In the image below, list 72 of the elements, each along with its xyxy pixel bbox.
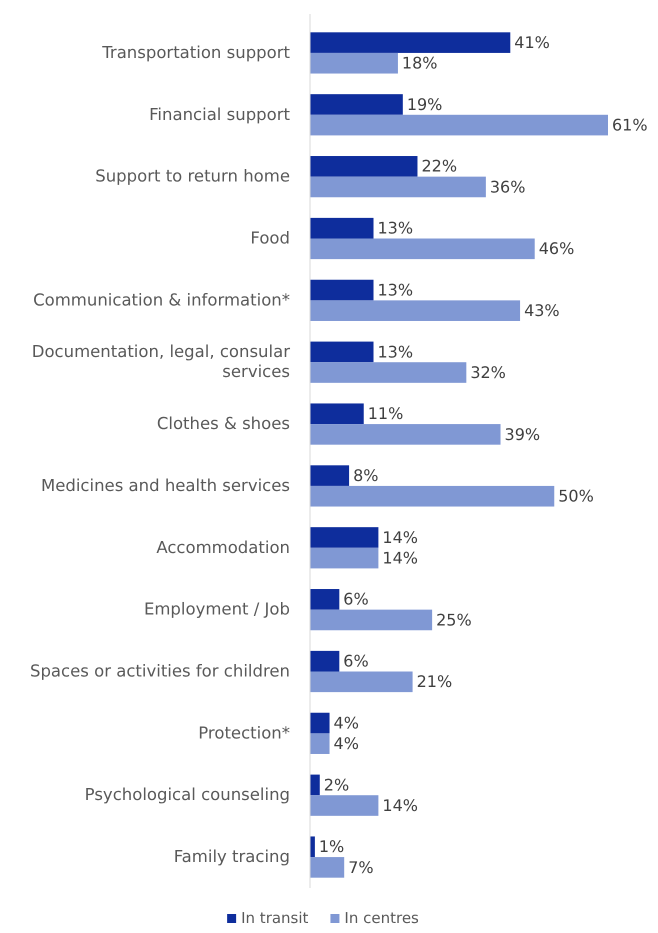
- bar: [310, 403, 364, 424]
- bar: [310, 114, 608, 136]
- legend-label: In centres: [344, 909, 420, 928]
- legend-label: In transit: [241, 909, 309, 928]
- data-label: 7%: [348, 858, 374, 877]
- y-tick-label: Medicines and health services: [40, 475, 290, 494]
- data-label: 36%: [490, 177, 526, 196]
- y-tick-label: Documentation, legal, consular services: [32, 342, 290, 381]
- data-label: 14%: [382, 796, 418, 815]
- y-tick-label: Clothes & shoes: [156, 414, 290, 433]
- data-label: 13%: [378, 280, 414, 300]
- bar: [310, 176, 486, 198]
- y-tick-label: Transportation support: [101, 42, 291, 62]
- data-label: 8%: [353, 466, 378, 485]
- data-label: 13%: [378, 342, 414, 362]
- data-label: 43%: [524, 301, 560, 320]
- data-label: 39%: [504, 424, 540, 444]
- y-tick-label: Support to return home: [95, 166, 290, 186]
- data-label: 6%: [343, 590, 369, 609]
- bar: [310, 836, 315, 858]
- y-tick-label: Protection*: [198, 722, 290, 742]
- bar: [310, 465, 350, 486]
- bar: [310, 610, 432, 630]
- data-label: 25%: [436, 610, 472, 630]
- data-label: 4%: [334, 734, 359, 754]
- data-label: 4%: [334, 713, 359, 732]
- data-label: 6%: [343, 652, 369, 671]
- y-tick-label: Family tracing: [174, 846, 290, 866]
- bar: [310, 733, 330, 754]
- bar: [310, 857, 344, 878]
- bar: [310, 774, 320, 796]
- bar: [310, 238, 535, 260]
- bar: [310, 52, 398, 74]
- y-tick-label: Psychological counseling: [84, 784, 290, 804]
- data-label: 19%: [406, 94, 442, 114]
- bar: [310, 156, 418, 177]
- bar: [310, 32, 510, 53]
- bar: [310, 672, 413, 692]
- data-label: 14%: [382, 528, 418, 547]
- bar: [310, 795, 378, 816]
- bar: [310, 527, 378, 548]
- data-label: 41%: [514, 32, 550, 52]
- bar: [310, 280, 374, 300]
- y-tick-label: Employment / Job: [144, 599, 290, 618]
- y-tick-label: Spaces or activities for children: [30, 661, 290, 680]
- bar: [310, 218, 374, 238]
- y-tick-label: Financial support: [149, 104, 291, 124]
- y-tick-label: Communication & information*: [33, 290, 290, 309]
- y-tick-label: Accommodation: [156, 537, 290, 556]
- data-label: 1%: [318, 837, 344, 856]
- bar: [310, 362, 466, 383]
- data-label: 13%: [378, 218, 414, 238]
- data-label: 18%: [402, 54, 438, 73]
- data-label: 46%: [538, 239, 574, 258]
- bar: [310, 342, 374, 362]
- data-label: 21%: [416, 672, 452, 692]
- bar: [310, 650, 340, 672]
- data-label: 61%: [612, 115, 648, 134]
- data-label: 50%: [558, 486, 594, 506]
- bar: [310, 589, 340, 610]
- data-label: 14%: [382, 548, 418, 568]
- bar: [310, 712, 330, 734]
- data-label: 11%: [368, 404, 404, 424]
- data-label: 32%: [470, 362, 506, 382]
- bar: [310, 548, 378, 568]
- bar: [310, 300, 520, 321]
- bar: [310, 94, 403, 115]
- y-tick-label: Food: [250, 228, 290, 248]
- bar: [310, 486, 554, 507]
- bar: [310, 424, 501, 445]
- data-label: 2%: [324, 775, 350, 794]
- data-label: 22%: [421, 156, 458, 176]
